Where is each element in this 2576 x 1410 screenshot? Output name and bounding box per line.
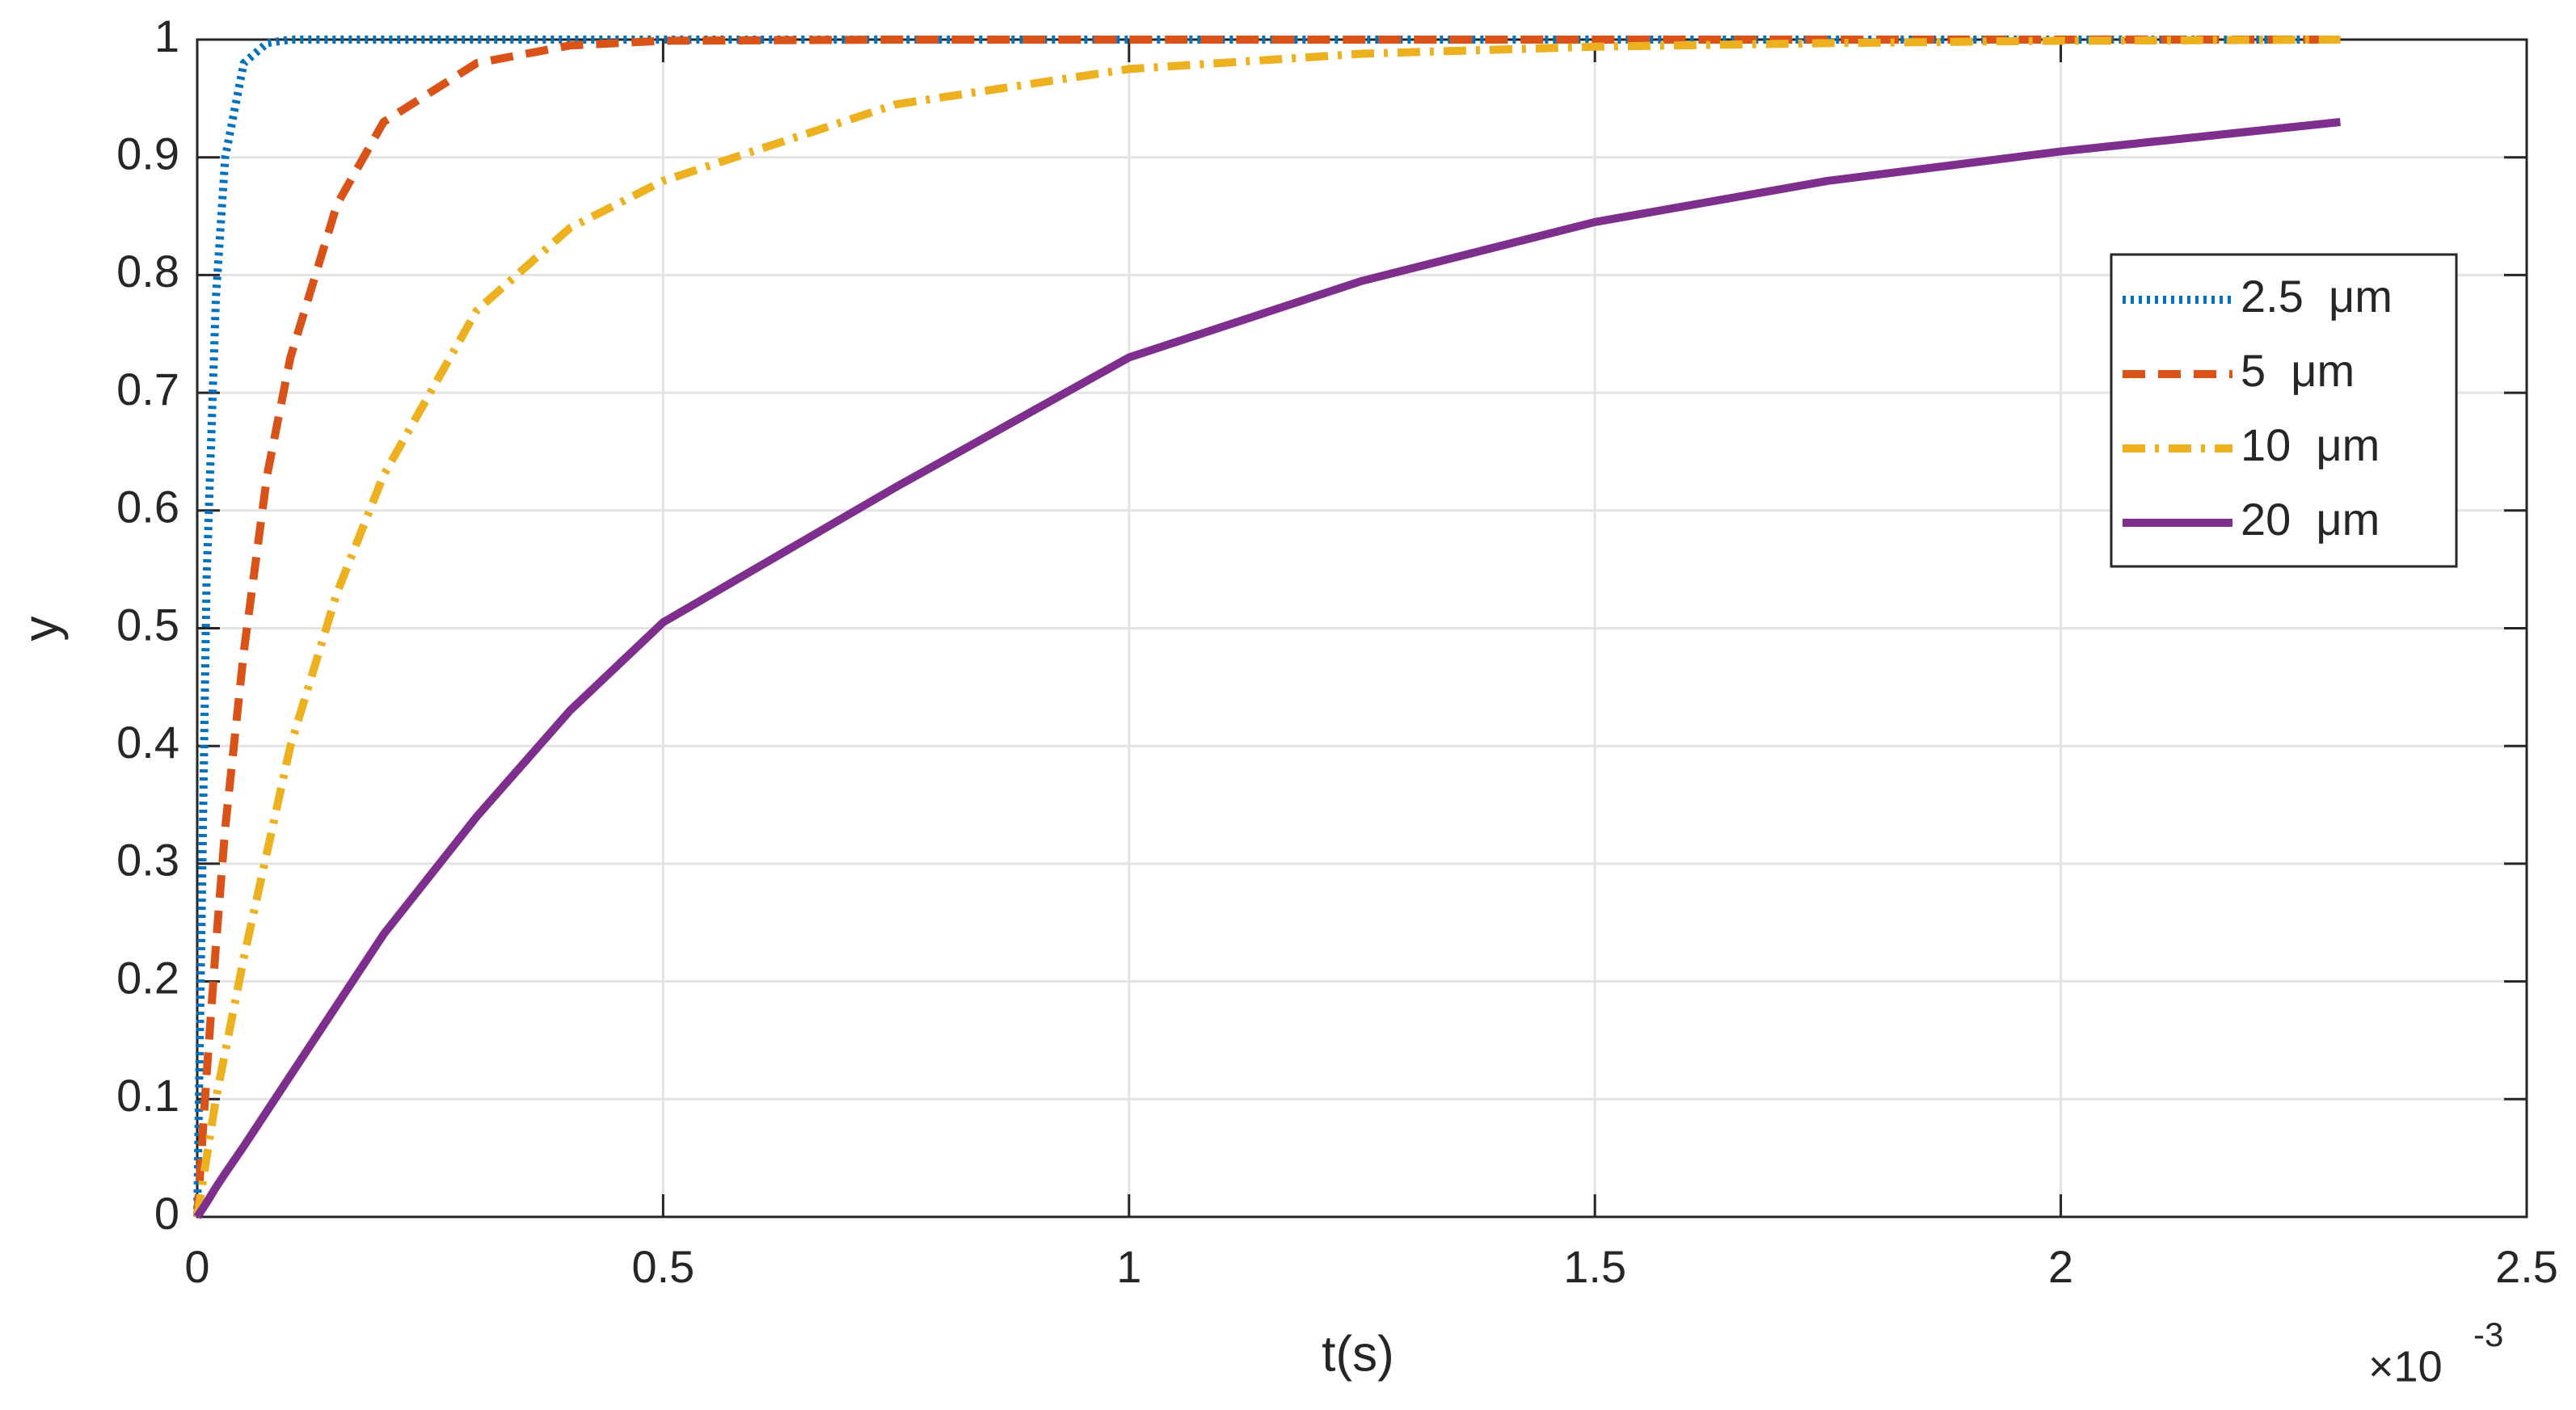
y-tick-label: 0.4 — [116, 717, 179, 768]
x-tick-label: 0 — [184, 1241, 209, 1292]
x-tick-label: 1.5 — [1563, 1241, 1626, 1292]
y-tick-label: 0.5 — [116, 599, 179, 650]
series-line — [193, 36, 2341, 1218]
legend-label: 5 μm — [2241, 345, 2355, 396]
y-tick-label: 0 — [154, 1188, 179, 1239]
x-tick-label: 2 — [2048, 1241, 2073, 1292]
y-tick-label: 0.6 — [116, 482, 179, 532]
y-tick-label: 1 — [154, 11, 179, 61]
legend-label: 10 μm — [2241, 419, 2380, 470]
y-tick-label: 0.8 — [116, 246, 179, 297]
y-tick-label: 0.9 — [116, 128, 179, 179]
x-axis-label: t(s) — [1322, 1326, 1394, 1382]
x-multiplier-exponent: -3 — [2473, 1315, 2503, 1353]
series-line — [193, 118, 2341, 1219]
y-tick-label: 0.7 — [116, 364, 179, 415]
y-axis-label: y — [13, 617, 69, 642]
x-tick-label: 0.5 — [631, 1241, 694, 1292]
y-tick-label: 0.2 — [116, 952, 179, 1003]
x-tick-label: 1 — [1116, 1241, 1141, 1292]
x-multiplier-base: ×10 — [2368, 1342, 2443, 1391]
y-tick-label: 0.1 — [116, 1070, 179, 1121]
series-line — [193, 36, 2341, 1218]
legend-box — [2110, 253, 2458, 568]
y-tick-label: 0.3 — [116, 835, 179, 886]
legend-label: 2.5 μm — [2241, 271, 2393, 322]
x-tick-label: 2.5 — [2495, 1241, 2558, 1292]
legend-label: 20 μm — [2241, 494, 2380, 545]
